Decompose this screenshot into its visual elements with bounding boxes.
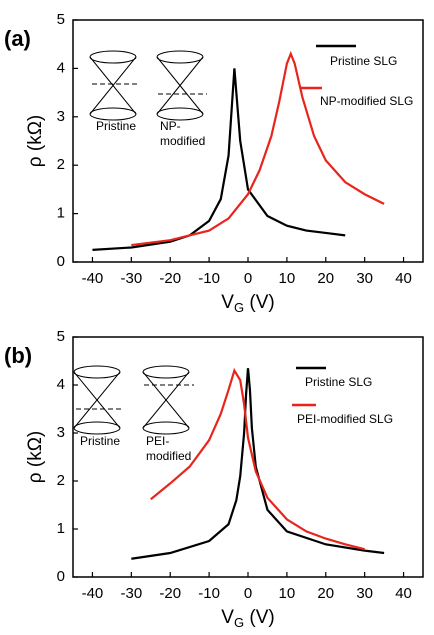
y-tick-label: 2	[57, 472, 65, 489]
y-tick-label: 0	[57, 568, 65, 585]
x-tick-label: 40	[395, 585, 412, 602]
x-axis-label-part: (V)	[244, 607, 275, 628]
x-axis-label-part: V	[221, 292, 234, 313]
inset-label: modified	[146, 449, 191, 463]
inset-label: Pristine	[96, 119, 136, 133]
x-tick-label: 30	[356, 270, 373, 287]
x-tick-label: -20	[159, 270, 181, 287]
data-line	[92, 68, 346, 251]
x-tick-label: -10	[198, 585, 220, 602]
x-tick-label: -30	[120, 270, 142, 287]
panel-label: (b)	[4, 343, 32, 368]
x-tick-label: 20	[317, 585, 334, 602]
x-tick-label: 30	[356, 585, 373, 602]
y-tick-label: 4	[57, 59, 65, 76]
x-tick-label: 20	[317, 270, 334, 287]
x-tick-label: 10	[279, 585, 296, 602]
inset-label: NP-	[160, 119, 181, 133]
legend-label: Pristine SLG	[305, 375, 372, 389]
y-tick-label: 1	[57, 520, 65, 537]
x-axis-label: VG (V)	[221, 607, 274, 630]
data-line	[150, 367, 365, 551]
y-tick-label: 4	[57, 376, 65, 393]
y-tick-label: 3	[57, 424, 65, 441]
x-tick-label: 40	[395, 270, 412, 287]
y-axis-label: ρ (kΩ)	[25, 115, 46, 167]
x-tick-label: -20	[159, 585, 181, 602]
legend-label: PEI-modified SLG	[297, 412, 393, 426]
legend-label: NP-modified SLG	[320, 94, 413, 108]
x-tick-label: 10	[279, 270, 296, 287]
y-tick-label: 2	[57, 156, 65, 173]
y-axis-label: ρ (kΩ)	[25, 431, 46, 483]
inset-label: PEI-	[146, 434, 169, 448]
panel-label: (a)	[4, 26, 31, 51]
y-tick-label: 5	[57, 11, 65, 28]
inset-label: modified	[160, 134, 205, 148]
x-axis-label-part: V	[221, 607, 234, 628]
y-tick-label: 0	[57, 253, 65, 270]
inset-cones	[89, 50, 207, 121]
y-tick-label: 3	[57, 108, 65, 125]
data-line	[131, 50, 385, 247]
x-axis-label-part: G	[234, 300, 244, 315]
y-tick-label: 5	[57, 328, 65, 345]
inset-label: Pristine	[80, 434, 120, 448]
x-axis-label-part: (V)	[244, 292, 275, 313]
x-tick-label: 0	[244, 585, 252, 602]
x-tick-label: -30	[120, 585, 142, 602]
inset-cones	[73, 365, 194, 435]
legend-label: Pristine SLG	[330, 54, 397, 68]
x-tick-label: -10	[198, 270, 220, 287]
data-line	[131, 368, 385, 560]
x-axis-label: VG (V)	[221, 292, 274, 315]
x-tick-label: 0	[244, 270, 252, 287]
y-tick-label: 1	[57, 205, 65, 222]
x-axis-label-part: G	[234, 615, 244, 630]
x-tick-label: -40	[82, 270, 104, 287]
x-tick-label: -40	[82, 585, 104, 602]
